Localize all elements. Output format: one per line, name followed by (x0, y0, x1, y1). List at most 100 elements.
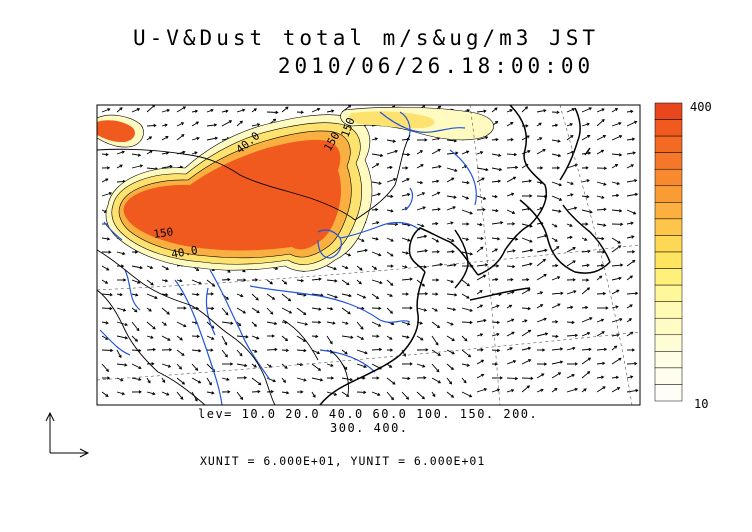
wind-vector (536, 318, 547, 323)
wind-vector-head (585, 222, 589, 226)
wind-vector (461, 349, 471, 358)
wind-vector-head (569, 123, 574, 127)
wind-vector-head (423, 265, 427, 269)
reference-vector-arrows (45, 411, 90, 458)
wind-vector-head (494, 107, 498, 111)
wind-vector-head (376, 334, 380, 338)
wind-vector-head (543, 317, 547, 321)
wind-vector-head (378, 181, 382, 185)
wind-vector-head (466, 108, 471, 113)
wind-vector-head (404, 265, 408, 269)
wind-vector (611, 306, 619, 309)
wind-vector-head (271, 334, 275, 338)
wind-vector-head (421, 224, 425, 228)
wind-vector (596, 331, 605, 337)
wind-vector-head (419, 180, 424, 185)
wind-vector (371, 321, 381, 327)
wind-vector (521, 237, 533, 243)
wind-vector-head (423, 376, 427, 380)
wind-vector-head (554, 387, 558, 391)
wind-vector-head (451, 249, 455, 254)
wind-vector-head (495, 208, 499, 213)
wind-vector (296, 321, 308, 325)
wind-vector (221, 377, 229, 381)
wind-vector-head (300, 278, 305, 283)
wind-vector-head (451, 351, 455, 355)
wind-vector-head (179, 337, 183, 341)
wind-vector (461, 279, 470, 287)
wind-vector (536, 259, 546, 267)
wind-vector (491, 389, 500, 393)
wind-vector-head (614, 108, 619, 112)
wind-vector (101, 237, 110, 240)
wind-vector-head (137, 280, 141, 284)
vector-units-text: XUNIT = 6.000E+01, YUNIT = 6.000E+01 (200, 454, 486, 468)
wind-vector-head (330, 307, 334, 311)
wind-vector (551, 265, 558, 267)
wind-vector-head (164, 123, 168, 127)
wind-vector-head (586, 195, 590, 199)
wind-vector (536, 181, 543, 184)
wind-vector-head (210, 292, 214, 296)
wind-vector-head (424, 249, 428, 253)
wind-vector-head (496, 237, 501, 241)
wind-vector-head (134, 338, 138, 342)
coastlines (319, 105, 611, 405)
wind-vector-head (360, 336, 365, 340)
wind-vector (416, 235, 427, 239)
wind-vector-head (586, 287, 591, 291)
wind-vector-head (542, 258, 546, 262)
wind-vector-head (558, 372, 562, 376)
wind-vector-head (149, 265, 154, 269)
wind-vector-head (465, 237, 470, 241)
wind-vector-head (124, 363, 128, 367)
wind-vector (536, 333, 548, 337)
wind-vector-head (437, 148, 441, 152)
wind-vector-head (389, 293, 393, 297)
wind-vector-head (513, 152, 518, 157)
wind-vector-head (330, 376, 335, 380)
wind-vector-head (603, 182, 607, 186)
wind-vector (446, 251, 455, 253)
wind-vector (371, 137, 378, 141)
wind-vector-head (405, 292, 409, 296)
wind-vector-head (240, 396, 244, 400)
wind-vector (581, 348, 591, 351)
wind-vector-head (601, 331, 605, 335)
wind-vector (341, 307, 351, 315)
wind-vector (611, 237, 621, 244)
wind-vector (581, 357, 591, 365)
wind-vector-head (286, 391, 290, 395)
wind-vector (536, 137, 542, 141)
wind-vector-head (467, 354, 472, 358)
wind-vector (311, 349, 320, 354)
wind-vector (236, 349, 243, 356)
wind-vector-head (540, 304, 544, 308)
wind-vector-head (136, 328, 140, 332)
wind-vector-head (350, 335, 354, 339)
wind-vector-head (163, 322, 167, 326)
wind-vector (491, 221, 503, 225)
wind-vector (401, 391, 409, 400)
colorbar-swatch (654, 119, 683, 137)
wind-vector-head (196, 136, 200, 141)
wind-vector-head (572, 247, 576, 251)
wind-vector (416, 181, 423, 184)
wind-vector (596, 237, 604, 240)
wind-vector (386, 307, 393, 314)
wind-vector-head (407, 376, 411, 381)
wind-vector-head (405, 396, 410, 400)
wind-vector (626, 121, 637, 127)
wind-vector (161, 293, 168, 296)
wind-vector-head (630, 331, 634, 335)
wind-vector (161, 136, 169, 141)
wind-vector-head (409, 306, 413, 310)
wind-vector (446, 321, 454, 326)
wind-vector-head (570, 181, 574, 185)
wind-vector (116, 151, 125, 155)
wind-vector (446, 335, 455, 341)
wind-vector-head (466, 150, 470, 154)
wind-vector (476, 290, 483, 295)
wind-vector (296, 377, 307, 381)
